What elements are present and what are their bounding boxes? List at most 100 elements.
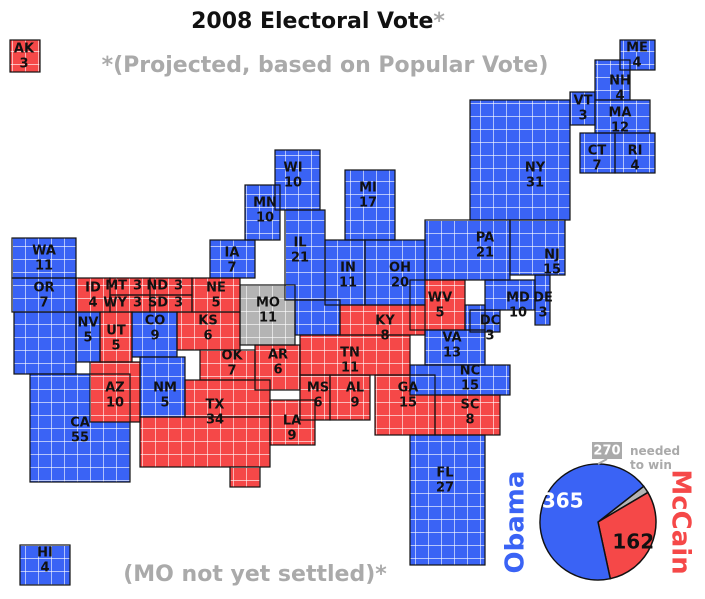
state-votes: 7: [592, 159, 601, 174]
threshold-label: needed to win: [630, 444, 680, 472]
state-votes: 4: [632, 56, 641, 71]
state-border: [614, 132, 656, 174]
state-border: [19, 544, 71, 586]
state-abbr: IN: [340, 261, 356, 276]
state-abbr: FL: [436, 466, 453, 481]
state-votes: 9: [287, 429, 296, 444]
state-abbr: WA: [32, 244, 56, 259]
state-abbr: OH: [389, 261, 411, 276]
state-abbr: SD: [148, 296, 168, 311]
state-abbr: NV: [78, 316, 99, 331]
state-votes: 7: [227, 261, 236, 276]
state-abbr: VT: [574, 94, 593, 109]
threshold-line: [597, 458, 608, 465]
state-abbr: PA: [476, 231, 494, 246]
state-votes: 21: [476, 246, 494, 261]
state-abbr: KS: [198, 314, 217, 329]
state-abbr: NH: [609, 74, 631, 89]
state-border: [619, 39, 656, 71]
state-abbr: VA: [442, 331, 461, 346]
state-votes: 3: [578, 109, 587, 124]
state-votes: 17: [359, 196, 377, 211]
state-votes: 10: [509, 306, 527, 321]
state-votes: 7: [227, 364, 236, 379]
state-votes: 31: [526, 176, 544, 191]
state-abbr: MS: [307, 381, 329, 396]
state-abbr: HI: [37, 546, 53, 561]
state-votes: 4: [615, 89, 624, 104]
state-abbr: CT: [588, 144, 607, 159]
state-border: [464, 304, 486, 331]
state-votes: 5: [435, 306, 444, 321]
state-border: [209, 239, 256, 279]
state-votes: 5: [160, 396, 169, 411]
state-abbr: SC: [461, 398, 480, 413]
state-votes: 10: [284, 176, 302, 191]
state-abbr: NJ: [544, 248, 560, 263]
state-border: [269, 399, 316, 446]
state-border: [9, 39, 41, 73]
state-votes: 10: [256, 211, 274, 226]
state-abbr: AR: [268, 348, 288, 363]
threshold-label-line: to win: [630, 458, 672, 472]
state-border: [229, 466, 261, 488]
pie-slice: [539, 463, 645, 581]
state-abbr: WI: [283, 161, 302, 176]
state-votes: 12: [611, 121, 629, 136]
state-abbr: ND: [146, 279, 168, 294]
state-votes: 3: [133, 279, 142, 294]
state-votes: 20: [391, 276, 409, 291]
state-votes: 15: [399, 396, 417, 411]
state-border: [409, 434, 486, 566]
state-area: [425, 220, 510, 280]
state-abbr: DE: [533, 291, 553, 306]
state-votes: 11: [341, 361, 359, 376]
subtitle: *(Projected, based on Popular Vote): [102, 53, 549, 78]
state-abbr: MT: [105, 279, 127, 294]
state-votes: 3: [538, 306, 547, 321]
legend-name: McCain: [666, 469, 696, 574]
state-abbr: TX: [206, 398, 225, 413]
state-border: [409, 364, 511, 396]
state-abbr: NE: [206, 281, 226, 296]
state-border: [29, 373, 131, 483]
state-votes: 5: [83, 331, 92, 346]
state-abbr: UT: [106, 324, 126, 339]
state-votes: 3: [174, 279, 183, 294]
state-votes: 9: [150, 329, 159, 344]
state-abbr: TN: [340, 346, 360, 361]
state-abbr: GA: [398, 381, 419, 396]
pie-value: 162: [612, 529, 654, 553]
state-votes: 3: [174, 296, 183, 311]
state-abbr: WY: [103, 296, 127, 311]
state-votes: 7: [39, 296, 48, 311]
state-votes: 8: [380, 329, 389, 344]
state-area: [470, 100, 570, 220]
state-votes: 3: [485, 329, 494, 344]
state-abbr: AK: [14, 42, 35, 57]
state-abbr: NY: [525, 161, 546, 176]
state-abbr: NM: [153, 381, 177, 396]
state-votes: 10: [106, 396, 124, 411]
state-votes: 34: [206, 413, 224, 428]
pie-value: 365: [542, 489, 584, 513]
state-border: [244, 184, 281, 241]
state-abbr: ME: [626, 41, 648, 56]
threshold-box: [592, 442, 622, 459]
state-votes: 11: [259, 311, 277, 326]
state-abbr: AL: [346, 381, 364, 396]
footnote: (MO not yet settled)*: [123, 562, 387, 587]
state-abbr: MD: [506, 291, 530, 306]
state-votes: 4: [88, 296, 97, 311]
state-votes: 5: [211, 296, 220, 311]
threshold-value: 270: [593, 444, 620, 459]
state-abbr: WV: [428, 291, 452, 306]
state-votes: 15: [543, 263, 561, 278]
state-abbr: IL: [293, 236, 306, 251]
state-votes: 13: [443, 346, 461, 361]
state-votes: 11: [339, 276, 357, 291]
state-area: [410, 435, 485, 565]
state-votes: 3: [133, 296, 142, 311]
